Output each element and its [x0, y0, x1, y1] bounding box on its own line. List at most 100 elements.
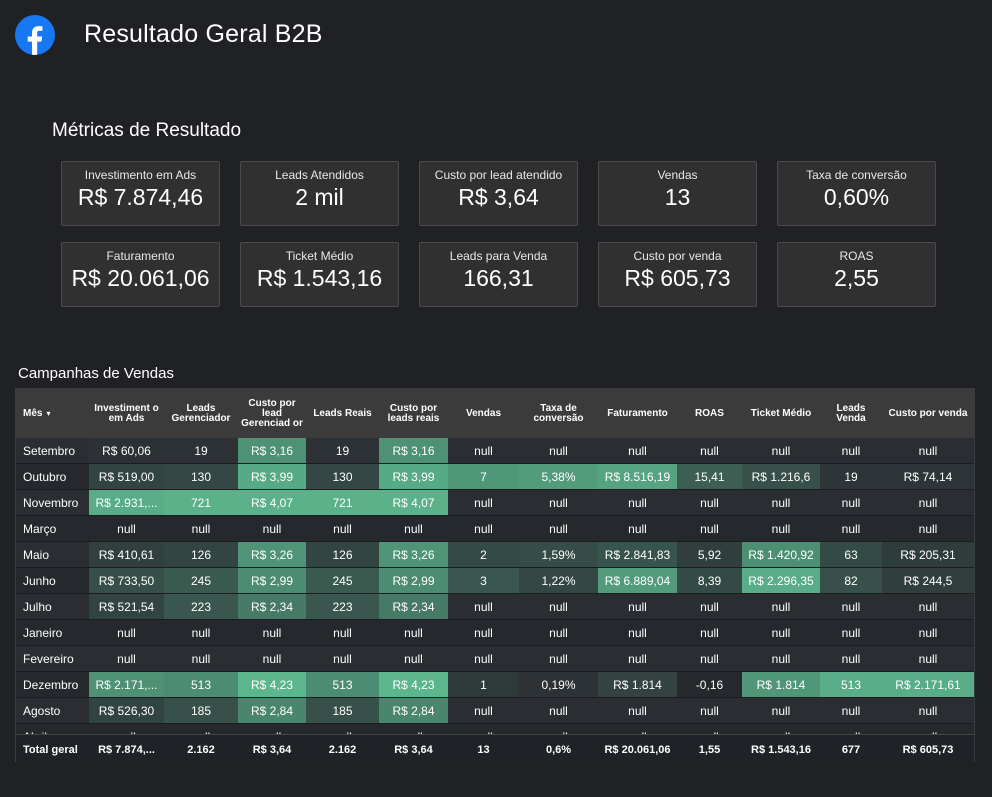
table-cell: 513 — [306, 671, 379, 698]
table-cell: R$ 3,26 — [238, 541, 306, 568]
metric-value: 2 mil — [295, 184, 344, 210]
table-row[interactable]: Maio R$ 410,61 126 R$ 3,26 126 R$ 3,26 2 1,59% R… — [16, 541, 974, 568]
table-cell: null — [677, 645, 742, 672]
table-row[interactable]: Novembro R$ 2.931,... 721 R$ 4,07 721 R$ 4,07… — [16, 489, 974, 516]
table-cell: R$ 1.420,92 — [742, 541, 820, 568]
table-cell: R$ 2,84 — [238, 697, 306, 724]
table-cell: null — [448, 438, 519, 464]
table-cell: 1,22% — [519, 567, 598, 594]
table-cell: R$ 2.931,... — [89, 489, 164, 516]
table-cell: R$ 4,23 — [238, 671, 306, 698]
column-header[interactable]: Custo por leads reais — [379, 389, 448, 438]
column-header[interactable]: Leads Gerenciador — [164, 389, 238, 438]
total-cell: 0,6% — [519, 734, 598, 764]
table-row[interactable]: Julho R$ 521,54 223 R$ 2,34 223 R$ 2,34 null nu… — [16, 593, 974, 620]
column-header[interactable]: Leads Venda — [820, 389, 882, 438]
table-cell: R$ 1.814 — [598, 671, 677, 698]
table-cell: null — [598, 593, 677, 620]
table-cell: null — [379, 515, 448, 542]
total-cell: R$ 1.543,16 — [742, 734, 820, 764]
table-cell: null — [677, 515, 742, 542]
metric-label: ROAS — [839, 249, 874, 263]
table-cell: null — [882, 697, 974, 724]
metric-card: Taxa de conversão 0,60% — [777, 161, 936, 226]
table-cell: Janeiro — [16, 619, 89, 646]
campaigns-table[interactable]: Mês ▾ Investiment o em Ads Leads Gerenciado… — [15, 388, 975, 762]
metric-card: Custo por venda R$ 605,73 — [598, 242, 757, 307]
metric-card: Custo por lead atendido R$ 3,64 — [419, 161, 578, 226]
table-cell: null — [820, 515, 882, 542]
column-header-label: Investiment o em Ads — [94, 402, 159, 424]
table-cell: null — [89, 645, 164, 672]
column-header[interactable]: Investiment o em Ads — [89, 389, 164, 438]
total-cell: 677 — [820, 734, 882, 764]
table-cell: 223 — [164, 593, 238, 620]
table-row[interactable]: Outubro R$ 519,00 130 R$ 3,99 130 R$ 3,99 7 5,3… — [16, 463, 974, 490]
table-cell: null — [519, 645, 598, 672]
table-cell: R$ 205,31 — [882, 541, 974, 568]
table-cell: 513 — [820, 671, 882, 698]
table-row[interactable]: Março null null null null null null null null nul… — [16, 515, 974, 542]
table-row[interactable]: Setembro R$ 60,06 19 R$ 3,16 19 R$ 3,16 null nu… — [16, 438, 974, 464]
table-cell: null — [89, 619, 164, 646]
column-header[interactable]: Vendas — [448, 389, 519, 438]
table-cell: null — [677, 489, 742, 516]
total-cell: R$ 3,64 — [238, 734, 306, 764]
column-header[interactable]: Custo por venda — [882, 389, 974, 438]
table-cell: null — [448, 593, 519, 620]
table-cell: R$ 1.216,6 — [742, 463, 820, 490]
metric-label: Leads para Venda — [449, 249, 548, 263]
table-cell: null — [882, 593, 974, 620]
table-cell: R$ 2.841,83 — [598, 541, 677, 568]
metric-value: 0,60% — [823, 184, 890, 210]
table-cell: Novembro — [16, 489, 89, 516]
table-cell: 245 — [306, 567, 379, 594]
metric-card: Faturamento R$ 20.061,06 — [61, 242, 220, 307]
column-header[interactable]: Custo por lead Gerenciad or — [238, 389, 306, 438]
table-cell: null — [882, 619, 974, 646]
table-cell: 130 — [306, 463, 379, 490]
metric-label: Custo por venda — [633, 249, 722, 263]
table-cell: R$ 2,34 — [379, 593, 448, 620]
column-header[interactable]: Leads Reais — [306, 389, 379, 438]
column-header[interactable]: Ticket Médio — [742, 389, 820, 438]
table-cell: 245 — [164, 567, 238, 594]
column-header[interactable]: Faturamento — [598, 389, 677, 438]
metrics-section-title: Métricas de Resultado — [52, 120, 242, 141]
table-cell: R$ 8.516,19 — [598, 463, 677, 490]
table-cell: null — [742, 515, 820, 542]
table-cell: 15,41 — [677, 463, 742, 490]
table-cell: 721 — [164, 489, 238, 516]
table-cell: 1 — [448, 671, 519, 698]
table-header-row: Mês ▾ Investiment o em Ads Leads Gerenciado… — [16, 389, 974, 438]
metric-label: Custo por lead atendido — [434, 168, 563, 182]
total-cell: Total geral — [16, 734, 89, 764]
table-cell: 3 — [448, 567, 519, 594]
table-cell: null — [598, 515, 677, 542]
column-header-label: Faturamento — [607, 407, 668, 419]
table-cell: R$ 74,14 — [882, 463, 974, 490]
table-row[interactable]: Fevereiro null null null null null null null nul… — [16, 645, 974, 672]
table-row[interactable]: Junho R$ 733,50 245 R$ 2,99 245 R$ 2,99 3 1,22%… — [16, 567, 974, 594]
table-row[interactable]: Agosto R$ 526,30 185 R$ 2,84 185 R$ 2,84 null n… — [16, 697, 974, 724]
table-cell: 513 — [164, 671, 238, 698]
column-header-label: Leads Venda — [836, 402, 866, 424]
table-cell: R$ 3,26 — [379, 541, 448, 568]
table-cell: Julho — [16, 593, 89, 620]
column-header[interactable]: ROAS — [677, 389, 742, 438]
table-cell: null — [742, 619, 820, 646]
total-cell: 1,55 — [677, 734, 742, 764]
table-cell: null — [882, 515, 974, 542]
column-header[interactable]: Taxa de conversão — [519, 389, 598, 438]
table-cell: R$ 3,99 — [379, 463, 448, 490]
table-row[interactable]: Janeiro null null null null null null null null n… — [16, 619, 974, 646]
table-cell: Outubro — [16, 463, 89, 490]
table-cell: 126 — [306, 541, 379, 568]
table-row[interactable]: Dezembro R$ 2.171,... 513 R$ 4,23 513 R$ 4,23… — [16, 671, 974, 698]
sort-down-icon[interactable]: ▾ — [46, 408, 51, 418]
facebook-logo-icon — [15, 15, 55, 55]
column-header[interactable]: Mês ▾ — [16, 389, 89, 438]
table-body: Setembro R$ 60,06 19 R$ 3,16 19 R$ 3,16 null nu… — [16, 438, 974, 750]
table-cell: 19 — [306, 438, 379, 464]
table-cell: R$ 3,99 — [238, 463, 306, 490]
